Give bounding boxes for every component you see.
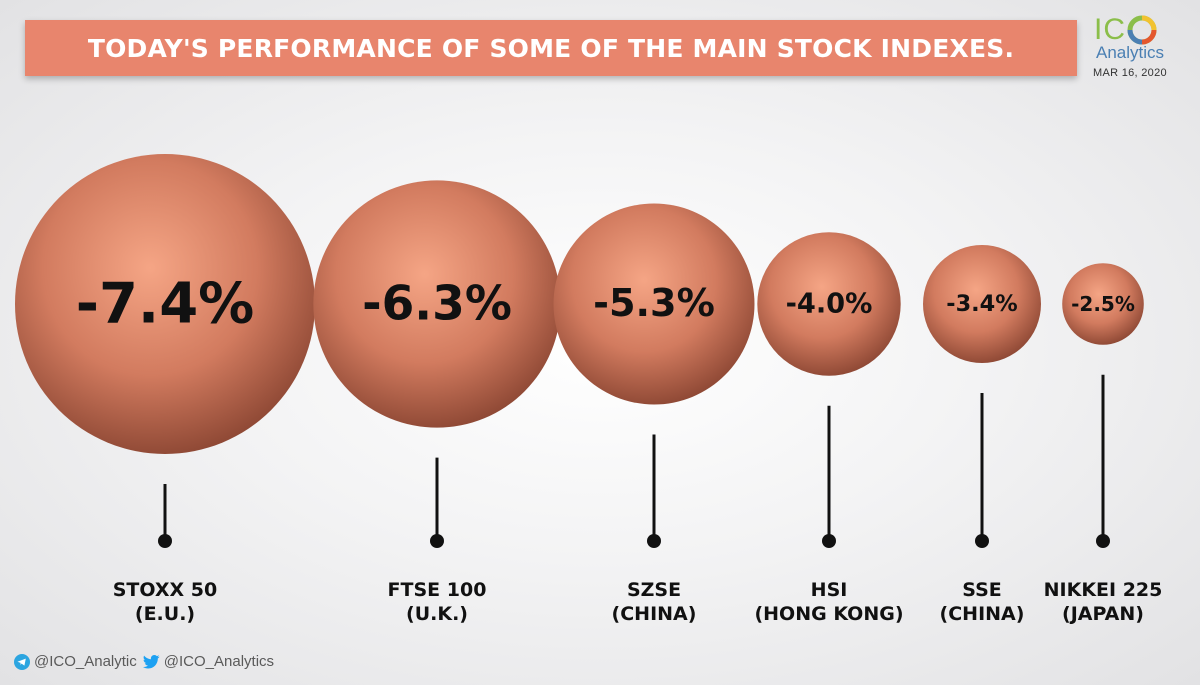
- bubble-anchor-dot: [822, 534, 836, 548]
- category-region-label: (JAPAN): [1062, 603, 1144, 625]
- category-label: SZSE: [627, 579, 681, 601]
- chart-date: MAR 16, 2020: [1093, 67, 1167, 79]
- telegram-link[interactable]: @ICO_Analytic: [14, 653, 137, 670]
- pie-logo-icon: [1127, 15, 1157, 45]
- category-label: STOXX 50: [113, 579, 217, 601]
- telegram-handle: @ICO_Analytic: [34, 653, 137, 670]
- title-banner: TODAY'S PERFORMANCE OF SOME OF THE MAIN …: [25, 20, 1077, 76]
- bubble-anchor-dot: [1096, 534, 1110, 548]
- social-footer: @ICO_Analytic @ICO_Analytics: [14, 653, 280, 670]
- category-region-label: (CHINA): [612, 603, 697, 625]
- category-region-label: (U.K.): [406, 603, 468, 625]
- value-label: -3.4%: [946, 291, 1017, 317]
- category-label: FTSE 100: [388, 579, 487, 601]
- logo-wordmark: IC: [1094, 13, 1126, 46]
- category-region-label: (HONG KONG): [754, 603, 903, 625]
- category-label: HSI: [811, 579, 848, 601]
- value-label: -7.4%: [76, 272, 255, 337]
- logo-subtitle: Analytics: [1096, 43, 1165, 62]
- category-label: SSE: [962, 579, 1002, 601]
- twitter-handle: @ICO_Analytics: [163, 653, 275, 670]
- value-label: -2.5%: [1071, 292, 1135, 316]
- value-label: -6.3%: [362, 277, 512, 332]
- bubble-anchor-dot: [975, 534, 989, 548]
- bubble-3: [757, 232, 901, 376]
- value-label: -4.0%: [786, 289, 873, 320]
- bubble-0: [15, 154, 315, 454]
- category-label: NIKKEI 225: [1044, 579, 1163, 601]
- bubble-2: [553, 203, 755, 405]
- bubble-5: [1062, 263, 1144, 345]
- bubble-anchor-dot: [158, 534, 172, 548]
- logo-mark: IC: [1094, 14, 1158, 46]
- bubble-anchor-dot: [647, 534, 661, 548]
- bubble-1: [313, 180, 561, 428]
- category-region-label: (CHINA): [940, 603, 1025, 625]
- twitter-link[interactable]: @ICO_Analytics: [142, 653, 275, 670]
- chart-title: TODAY'S PERFORMANCE OF SOME OF THE MAIN …: [87, 33, 1015, 63]
- category-region-label: (E.U.): [135, 603, 195, 625]
- ico-analytics-logo: IC Analytics MAR 16, 2020: [1090, 14, 1190, 84]
- value-label: -5.3%: [593, 282, 715, 326]
- twitter-icon: [142, 654, 160, 669]
- bubble-4: [923, 245, 1041, 363]
- bubble-anchor-dot: [430, 534, 444, 548]
- telegram-icon: [14, 653, 30, 670]
